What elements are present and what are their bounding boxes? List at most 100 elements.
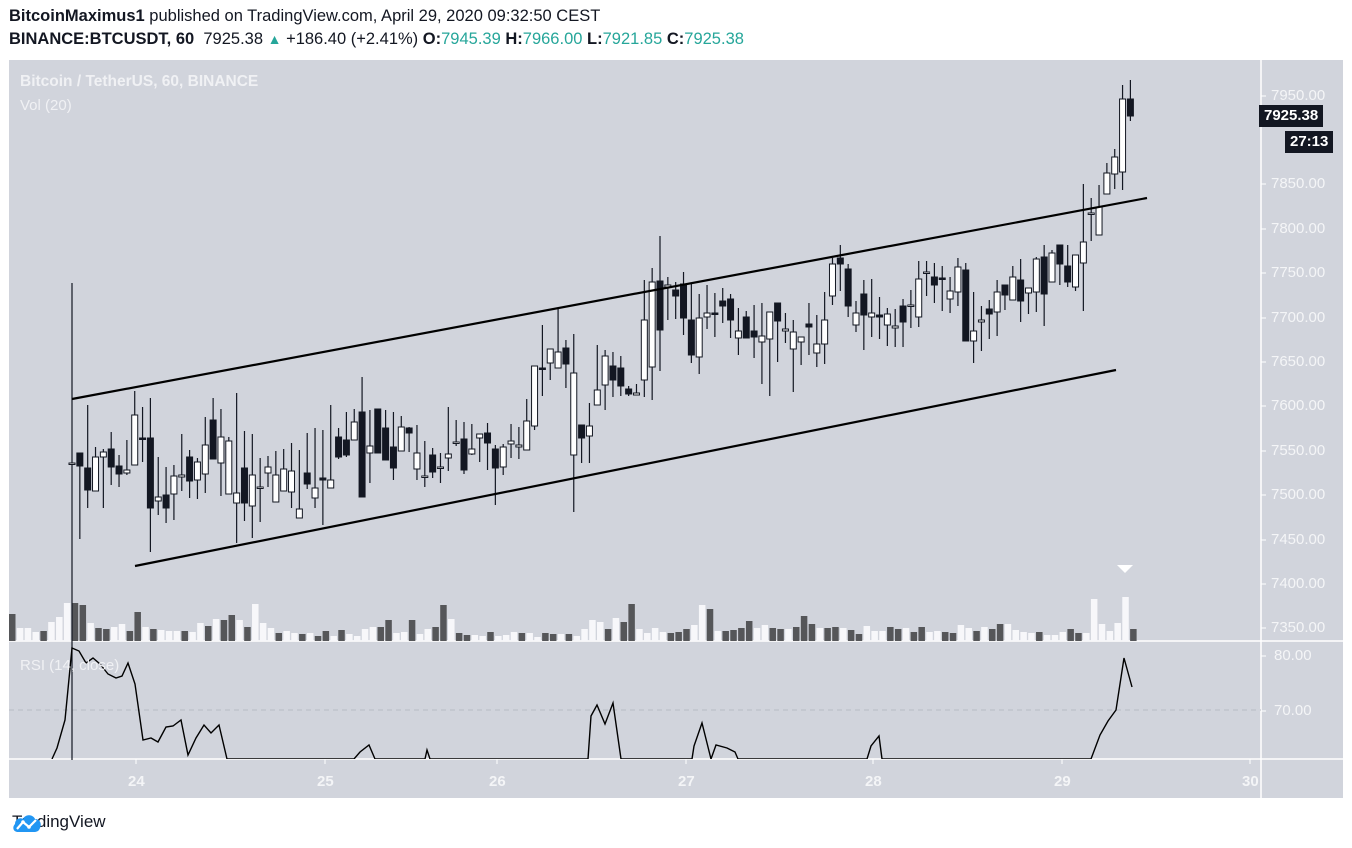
candle-up <box>1103 172 1111 195</box>
rsi-axis-label: 80.00 <box>1274 647 1312 664</box>
volume-bar <box>79 605 87 641</box>
price-axis-label: 7650.00 <box>1271 353 1326 370</box>
candle-down <box>656 280 664 331</box>
volume-bar <box>9 614 16 641</box>
candle-down <box>319 477 327 481</box>
candle-up <box>781 328 789 332</box>
open-label: O: <box>422 30 442 48</box>
volume-bar <box>769 628 776 641</box>
volume-bar <box>142 627 149 641</box>
candle-up <box>154 496 162 502</box>
candle-up <box>1079 241 1087 264</box>
volume-bar <box>479 636 486 641</box>
candle-up <box>288 470 296 493</box>
tradingview-logo-icon <box>13 815 41 832</box>
candle-down <box>1056 244 1064 265</box>
volume-bar <box>118 624 126 641</box>
candle-up <box>648 281 656 368</box>
volume-bar <box>1098 624 1106 641</box>
candle-up <box>977 319 985 323</box>
volume-bar <box>95 628 102 641</box>
volume-bar <box>502 635 510 641</box>
chart-canvas[interactable] <box>9 60 1343 798</box>
volume-bar <box>322 631 330 641</box>
candle-up <box>233 492 241 504</box>
candle-down <box>209 419 217 460</box>
candle-up <box>758 335 766 343</box>
tradingview-brand[interactable]: TradingView <box>12 812 106 832</box>
volume-bar <box>793 627 800 641</box>
candle-down <box>938 277 946 280</box>
candle-up <box>640 319 648 381</box>
last-price: 7925.38 <box>203 30 264 48</box>
low-label: L: <box>587 30 603 48</box>
volume-bar <box>549 634 557 641</box>
candle-down <box>491 448 499 469</box>
volume-bar <box>306 633 314 641</box>
volume-bar <box>252 604 259 641</box>
volume-bar <box>32 632 40 641</box>
candle-up <box>68 462 76 465</box>
candle-up <box>554 351 562 369</box>
up-arrow-icon: ▲ <box>267 31 282 47</box>
volume-bar <box>1036 632 1043 641</box>
open-value: 7945.39 <box>441 30 501 48</box>
candle-up <box>436 466 444 469</box>
volume-bar <box>981 627 988 641</box>
volume-bar <box>996 624 1004 641</box>
volume-bar <box>369 627 377 641</box>
candle-down <box>617 367 625 387</box>
candle-up <box>907 304 915 307</box>
price-axis-label: 7950.00 <box>1271 87 1326 104</box>
volume-bar <box>644 633 651 641</box>
candle-down <box>876 314 884 318</box>
candle-up <box>695 317 703 358</box>
time-axis-label: 28 <box>865 773 882 790</box>
candle-down <box>860 293 868 316</box>
volume-bar <box>800 616 808 641</box>
price-axis-label: 7350.00 <box>1271 619 1326 636</box>
volume-bar <box>291 633 298 641</box>
candle-up <box>397 426 405 452</box>
candle-down <box>389 446 397 469</box>
candle-up <box>507 440 515 445</box>
volume-bar <box>165 631 173 641</box>
candle-up <box>993 291 1001 313</box>
candle-up <box>946 290 954 300</box>
volume-bar <box>236 620 243 641</box>
signal-marker-icon <box>1117 565 1133 573</box>
volume-bar <box>228 615 236 641</box>
chart-area[interactable]: Bitcoin / TetherUS, 60, BINANCE Vol (20)… <box>9 60 1343 798</box>
volume-bar <box>589 620 596 641</box>
candle-up <box>272 474 280 503</box>
candle-down <box>484 432 492 444</box>
candle-up <box>170 475 178 495</box>
candle-down <box>76 452 84 467</box>
candle-up <box>1111 156 1119 175</box>
chart-legend-title: Bitcoin / TetherUS, 60, BINANCE <box>20 73 259 90</box>
candle-up <box>217 436 225 464</box>
volume-bar <box>808 624 816 641</box>
volume-bar <box>785 629 792 641</box>
volume-bar <box>63 603 71 641</box>
price-axis-label: 7750.00 <box>1271 264 1326 281</box>
volume-bar <box>455 633 463 641</box>
volume-bar <box>949 633 957 641</box>
candle-down <box>460 438 468 471</box>
candle-down <box>750 330 758 338</box>
volume-bar <box>871 631 878 641</box>
volume-bar <box>667 633 675 641</box>
close-label: C: <box>666 30 685 48</box>
volume-bar <box>1067 629 1074 641</box>
candle-up <box>954 266 962 293</box>
author-name[interactable]: BitcoinMaximus1 <box>9 7 145 25</box>
volume-bar <box>220 620 228 641</box>
volume-bar <box>1083 633 1090 641</box>
volume-bar <box>1028 633 1035 641</box>
volume-bar <box>401 632 408 641</box>
volume-bar <box>48 622 55 641</box>
volume-bar <box>847 630 855 641</box>
volume-bar <box>314 636 322 641</box>
candle-down <box>139 437 147 440</box>
countdown-tag: 27:13 <box>1285 131 1334 153</box>
